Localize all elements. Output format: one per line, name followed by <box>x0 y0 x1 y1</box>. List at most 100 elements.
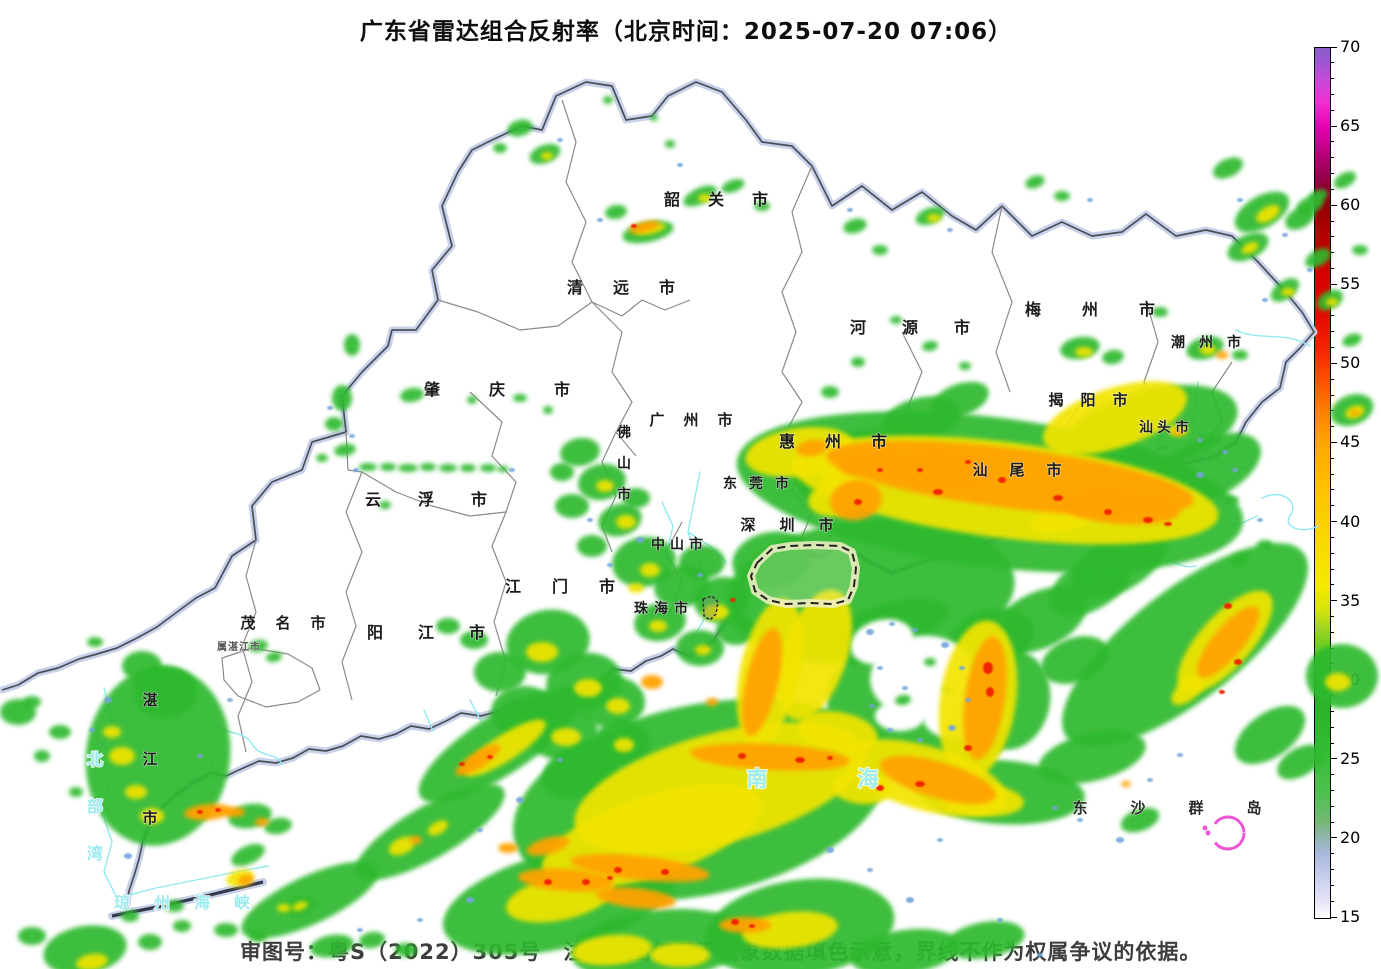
radar-echo-y <box>650 943 710 967</box>
radar-echo-bs <box>124 853 132 859</box>
radar-echo-g <box>334 443 356 457</box>
radar-echo-o <box>742 628 782 736</box>
colorbar-tick <box>1330 267 1334 269</box>
colorbar-tick-label: 50 <box>1340 353 1361 373</box>
place-label: 佛山市 <box>616 424 631 503</box>
radar-echo-bs <box>917 738 923 742</box>
radar-echo-g <box>439 464 457 472</box>
strait-line <box>111 880 264 918</box>
radar-echo-y <box>526 642 558 662</box>
radar-echo-o <box>596 887 676 909</box>
radar-echo-y <box>277 904 291 912</box>
colorbar-tick <box>1330 93 1334 95</box>
radar-echo-y <box>927 214 941 222</box>
place-label: 属湛江市 <box>217 640 260 653</box>
radar-echo-g <box>555 494 589 518</box>
radar-echo-g2 <box>895 694 911 706</box>
radar-echo-y <box>140 808 164 824</box>
colorbar-tick <box>1330 900 1334 902</box>
radar-echo-g <box>577 535 607 557</box>
radar-echo-bs <box>227 698 233 702</box>
radar-echo-o <box>880 756 996 804</box>
radar-echo-g <box>550 463 574 481</box>
radar-echo-bs <box>1037 953 1043 957</box>
radar-echo-y <box>388 836 416 856</box>
radar-echo-r <box>197 810 203 814</box>
radar-echo-o <box>526 836 570 856</box>
radar-echo-g <box>1352 245 1368 255</box>
radar-echo-g <box>122 651 162 681</box>
dongsha-atoll-ring <box>1210 815 1246 851</box>
colorbar-tick <box>1330 220 1334 222</box>
radar-echo-y <box>103 726 121 738</box>
prefecture-border <box>991 205 1013 393</box>
radar-echo-r <box>1053 495 1063 501</box>
radar-echo-bs <box>1177 753 1183 757</box>
radar-echo-y <box>1325 673 1351 691</box>
radar-echo-y <box>1281 288 1295 296</box>
radar-echo-o <box>641 675 663 689</box>
radar-echo-r <box>854 499 862 505</box>
radar-echo-g <box>665 140 675 148</box>
radar-echo-y <box>292 901 308 911</box>
radar-echo-g <box>23 696 41 708</box>
radar-echo-g <box>214 923 238 937</box>
sea-label: 琼州海峡 <box>114 893 250 912</box>
radar-echo-o <box>690 743 850 771</box>
radar-echo-r <box>607 876 613 880</box>
radar-echo-g <box>436 618 460 634</box>
prefecture-border <box>601 431 617 553</box>
radar-echo-bs <box>1222 450 1228 454</box>
radar-echo-bs <box>1147 778 1153 782</box>
radar-echo-y <box>574 679 602 697</box>
radar-echo-r <box>877 468 883 472</box>
radar-echo-bs <box>104 697 112 703</box>
colorbar-tick <box>1330 362 1337 364</box>
colorbar-tick <box>1330 188 1334 190</box>
place-label: 肇庆市 <box>423 380 570 399</box>
radar-echo-bs <box>826 847 834 853</box>
radar-echo-r <box>964 745 972 751</box>
radar-echo-y <box>628 583 644 593</box>
radar-echo-bs <box>587 518 593 522</box>
colorbar-tick-label: 25 <box>1340 748 1361 768</box>
radar-echo-o <box>840 449 900 475</box>
radar-echo-bs <box>912 628 918 632</box>
radar-echo-g <box>497 466 509 472</box>
radar-echo-g <box>316 454 328 462</box>
radar-echo-bs <box>597 218 603 222</box>
colorbar-tick <box>1330 378 1334 380</box>
radar-echo-r <box>582 879 590 885</box>
river <box>469 699 482 722</box>
radar-echo-g <box>474 652 526 692</box>
radar-echo-o <box>570 854 710 882</box>
radar-echo-o <box>255 818 269 826</box>
radar-echo-g <box>1152 307 1168 317</box>
radar-echo-g <box>344 334 360 356</box>
radar-echo-g <box>754 201 770 211</box>
radar-echo-g <box>612 536 676 588</box>
colorbar-tick <box>1330 78 1334 80</box>
colorbar-tick <box>1330 457 1334 459</box>
colorbar-tick-label: 20 <box>1340 827 1361 847</box>
colorbar-tick <box>1330 157 1334 159</box>
radar-echo-bs <box>1282 233 1288 237</box>
radar-echo-r <box>487 755 493 759</box>
sea-label: 北部湾 <box>87 750 103 863</box>
radar-echo-y <box>698 194 712 202</box>
prefecture-border <box>341 431 363 701</box>
radar-echo-g <box>138 934 162 950</box>
place-label: 梅州市 <box>1025 300 1155 319</box>
radar-echo-y <box>1256 205 1280 223</box>
place-label: 茂名市 <box>240 614 325 632</box>
radar-echo-y <box>572 934 652 966</box>
radar-echo-bs <box>948 725 956 731</box>
page-title: 广东省雷达组合反射率（北京时间：2025-07-20 07:06） <box>359 19 1013 45</box>
radar-echo-bs <box>477 828 483 832</box>
dongsha-islet <box>1202 825 1208 831</box>
radar-echo-bs <box>607 563 613 567</box>
radar-echo-r <box>917 468 923 472</box>
radar-echo-o <box>1172 429 1184 435</box>
radar-echo-g <box>622 488 650 508</box>
radar-echo-g <box>1305 248 1331 268</box>
